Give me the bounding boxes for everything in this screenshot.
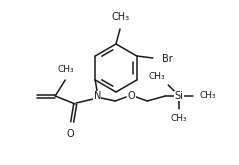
Text: Br: Br [162, 54, 173, 64]
Text: CH₃: CH₃ [199, 92, 216, 100]
Text: CH₃: CH₃ [112, 12, 130, 22]
Text: O: O [127, 91, 135, 101]
Text: O: O [66, 129, 74, 139]
Text: CH₃: CH₃ [149, 72, 165, 81]
Text: N: N [93, 91, 101, 101]
Text: CH₃: CH₃ [171, 114, 188, 123]
Text: Si: Si [175, 91, 184, 101]
Text: CH₃: CH₃ [58, 65, 75, 74]
